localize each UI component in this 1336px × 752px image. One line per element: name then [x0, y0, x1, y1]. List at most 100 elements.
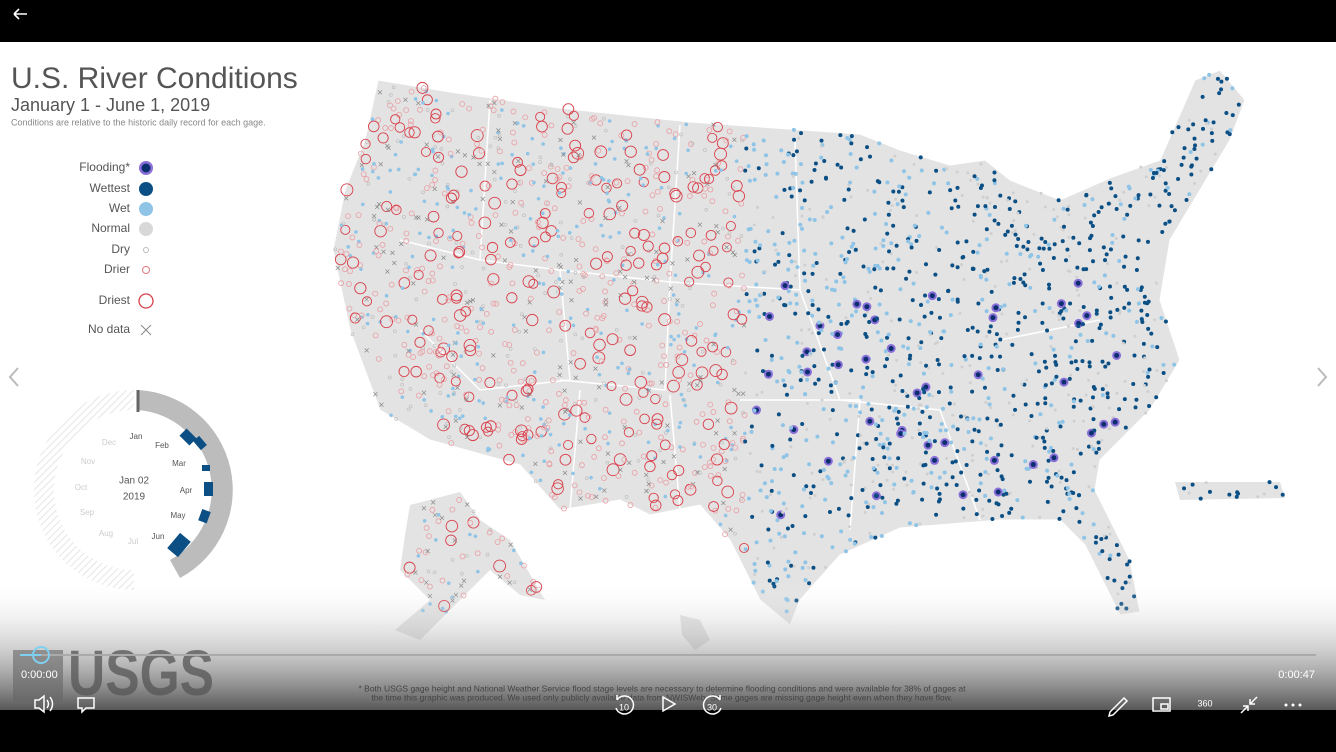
state-borders — [399, 99, 1101, 531]
gage-dot — [1029, 352, 1034, 357]
skip-forward-button[interactable] — [702, 695, 722, 715]
gage-dot — [426, 348, 433, 355]
gage-dot — [519, 561, 523, 566]
gage-dot — [666, 428, 670, 433]
gage-dot — [1099, 205, 1104, 210]
gage-dot — [982, 269, 987, 274]
gage-dot — [561, 505, 567, 512]
back-button[interactable] — [13, 8, 27, 20]
gage-dot — [1029, 413, 1034, 418]
gage-dot — [424, 249, 437, 262]
gage-dot — [384, 293, 389, 298]
gage-dot — [450, 108, 455, 113]
gage-dot — [1122, 216, 1127, 221]
gage-dot — [1094, 308, 1099, 313]
gage-dot — [956, 204, 961, 209]
volume-button[interactable] — [34, 694, 54, 714]
gage-dot — [739, 491, 746, 498]
gage-dot — [459, 553, 466, 560]
gage-dot — [512, 156, 523, 168]
gage-dot — [394, 122, 406, 133]
gage-dot — [354, 282, 367, 295]
gage-dot — [479, 307, 484, 311]
gage-dot — [1010, 342, 1015, 347]
gage-dot — [960, 263, 964, 267]
gage-dot — [888, 345, 894, 351]
gage-dot — [1065, 247, 1070, 252]
gage-dot — [760, 390, 764, 394]
gage-dot — [520, 203, 525, 208]
gage-dot — [768, 508, 773, 513]
gage-dot — [781, 378, 786, 383]
play-button[interactable] — [662, 695, 677, 713]
gage-dot — [911, 281, 916, 286]
gage-dot — [763, 153, 768, 158]
gage-dot — [775, 518, 780, 523]
gage-dot — [618, 292, 632, 305]
captions-button[interactable] — [77, 697, 95, 714]
gage-dot — [463, 391, 470, 398]
gage-dot — [522, 429, 534, 441]
gage-dot — [621, 456, 628, 463]
progress-knob[interactable] — [32, 646, 50, 664]
gage-dot — [845, 226, 850, 231]
more-button[interactable] — [1284, 703, 1302, 707]
gage-dot — [870, 457, 875, 462]
skip-back-button[interactable] — [615, 695, 635, 715]
gage-dot — [573, 375, 579, 380]
skip-back-label: 10 — [619, 702, 629, 712]
gage-dot — [595, 355, 599, 360]
gage-dot — [513, 402, 520, 409]
gage-dot — [898, 373, 903, 378]
gage-dot — [713, 333, 717, 338]
gage-dot — [561, 171, 565, 175]
gage-dot — [508, 347, 513, 351]
vr-button[interactable]: 360 — [1197, 698, 1212, 708]
gage-dot — [1186, 127, 1191, 132]
gage-dot — [463, 391, 475, 403]
map — [332, 69, 1285, 650]
gage-dot — [1064, 308, 1069, 313]
gage-dot — [510, 129, 516, 136]
gage-dot — [568, 177, 572, 181]
gage-dot — [453, 282, 457, 286]
gage-dot — [955, 427, 960, 432]
gage-dot — [407, 176, 412, 181]
gage-dot — [592, 351, 606, 365]
gage-dot — [733, 456, 738, 461]
gage-dot — [1228, 128, 1233, 133]
gage-dot — [559, 220, 563, 225]
gage-dot — [556, 174, 563, 181]
next-button[interactable] — [1317, 367, 1328, 387]
gage-dot — [390, 114, 401, 125]
gage-dot — [781, 510, 785, 514]
gage-dot — [788, 301, 793, 306]
gage-dot — [919, 303, 924, 308]
gage-dot — [841, 275, 846, 280]
gage-dot — [927, 438, 932, 443]
mini-player-button[interactable] — [1152, 697, 1171, 712]
exit-fullscreen-button[interactable] — [1240, 696, 1258, 714]
gage-dot — [859, 394, 864, 399]
gage-dot — [818, 469, 823, 474]
gage-dot — [430, 173, 434, 178]
edit-button[interactable] — [1107, 696, 1129, 718]
gage-dot — [542, 459, 547, 463]
gage-dot — [662, 401, 669, 408]
gage-dot — [659, 380, 665, 385]
gage-dot — [844, 316, 848, 320]
gage-dot — [624, 495, 629, 499]
gage-dot — [1139, 165, 1143, 169]
gage-dot — [401, 134, 406, 138]
gage-dot — [344, 213, 351, 219]
gage-dot — [602, 288, 608, 295]
gage-dot — [691, 379, 703, 391]
gage-dot — [340, 183, 354, 197]
gage-dot — [1067, 204, 1071, 208]
gage-dot — [907, 175, 912, 180]
gage-dot — [803, 392, 808, 397]
gage-dot — [766, 229, 771, 234]
gage-dot — [698, 455, 703, 459]
previous-button[interactable] — [8, 367, 19, 387]
